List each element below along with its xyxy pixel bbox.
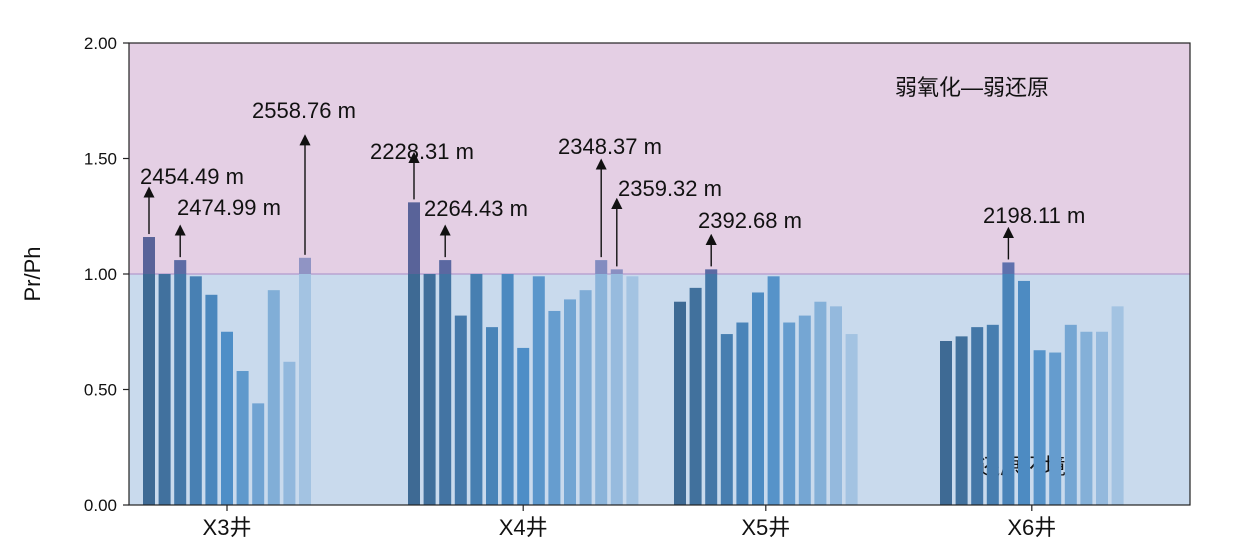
bar-overlay-1-2 <box>439 260 452 274</box>
bar-overlay-1-0 <box>408 202 420 274</box>
bar-overlay-0-10 <box>299 257 311 274</box>
bar-0-4 <box>205 294 218 505</box>
x-category-label-1: X4井 <box>499 515 548 540</box>
bar-0-2 <box>174 260 187 505</box>
bar-0-5 <box>221 331 233 505</box>
bar-1-14 <box>626 276 639 505</box>
y-tick-label-1: 0.50 <box>84 381 117 400</box>
bar-1-6 <box>501 274 514 505</box>
y-tick-label-4: 2.00 <box>84 34 117 53</box>
axes-layer: X3井 X4井 X5井 X6井 0.00 0.50 1.00 1.50 2.00 Pr/Ph <box>20 34 1191 540</box>
annotation-label-0-2: 2558.76 m <box>252 98 356 123</box>
bar-1-9 <box>548 310 561 505</box>
bar-2-11 <box>845 334 858 505</box>
bar-0-3 <box>189 276 202 505</box>
bar-3-11 <box>1111 306 1124 505</box>
y-tick-label-0: 0.00 <box>84 496 117 515</box>
bar-2-5 <box>752 292 764 505</box>
bar-overlay-0-0 <box>143 237 155 274</box>
annotation-label-1-3: 2359.32 m <box>618 176 722 201</box>
bar-2-10 <box>830 306 842 505</box>
annotations-layer: 2454.49 m 2474.99 m 2558.76 m 2228.31 m 2264… <box>140 98 1085 267</box>
x-category-label-2: X5井 <box>741 515 790 540</box>
bar-0-0 <box>143 237 155 506</box>
annotation-label-1-0: 2228.31 m <box>370 139 474 164</box>
bar-3-8 <box>1064 324 1077 505</box>
bar-2-4 <box>736 322 749 505</box>
bar-2-0 <box>674 301 686 505</box>
bar-2-2 <box>705 269 718 505</box>
bar-1-8 <box>532 276 545 505</box>
y-tick-label-3: 1.50 <box>84 150 117 169</box>
bar-3-7 <box>1049 352 1062 505</box>
bar-1-3 <box>454 315 467 505</box>
bar-0-8 <box>267 290 280 505</box>
x-category-label-0: X3井 <box>203 515 252 540</box>
bar-3-2 <box>971 327 984 505</box>
bar-1-10 <box>564 299 576 505</box>
bar-0-9 <box>283 361 296 505</box>
bar-3-3 <box>986 324 999 505</box>
annotation-label-3-0: 2198.11 m <box>983 203 1085 228</box>
bar-overlay-1-13 <box>610 269 623 274</box>
bar-1-12 <box>595 260 608 505</box>
y-axis-label: Pr/Ph <box>20 246 45 301</box>
bar-2-9 <box>814 301 827 505</box>
bar-0-7 <box>252 403 265 505</box>
bar-overlay-1-12 <box>595 260 608 274</box>
bar-2-7 <box>783 322 796 505</box>
y-tick-label-2: 1.00 <box>84 265 117 284</box>
bar-1-0 <box>408 202 420 505</box>
bar-overlay-2-2 <box>705 269 718 274</box>
annotation-label-0-0: 2454.49 m <box>140 164 244 189</box>
bar-2-1 <box>689 287 702 505</box>
bar-1-11 <box>579 290 592 505</box>
bar-3-5 <box>1018 280 1030 505</box>
annotation-label-0-1: 2474.99 m <box>177 195 281 220</box>
bar-0-10 <box>299 257 311 505</box>
bar-overlay-0-2 <box>174 260 187 274</box>
bar-1-7 <box>517 347 530 505</box>
bar-2-6 <box>767 276 780 505</box>
zone-label-upper: 弱氧化—弱还原 <box>895 75 1049 100</box>
bar-3-9 <box>1080 331 1093 505</box>
annotation-label-1-1: 2264.43 m <box>424 196 528 221</box>
bar-1-4 <box>470 274 483 505</box>
bar-0-6 <box>236 371 249 505</box>
bar-3-0 <box>940 340 952 505</box>
bar-3-10 <box>1096 331 1108 505</box>
bar-1-5 <box>486 327 498 505</box>
bar-2-8 <box>798 315 811 505</box>
bars-layer <box>143 202 1124 506</box>
bar-3-4 <box>1002 262 1015 505</box>
bar-3-6 <box>1033 350 1046 505</box>
bar-2-3 <box>720 334 733 505</box>
bar-overlay-3-4 <box>1002 262 1015 274</box>
bar-0-1 <box>158 274 171 505</box>
bar-1-13 <box>610 269 623 505</box>
x-category-label-3: X6井 <box>1007 515 1056 540</box>
annotation-label-1-2: 2348.37 m <box>558 134 662 159</box>
bar-3-1 <box>955 336 968 505</box>
bar-1-2 <box>439 260 452 505</box>
annotation-label-2-0: 2392.68 m <box>698 208 802 233</box>
bar-1-1 <box>423 274 436 505</box>
